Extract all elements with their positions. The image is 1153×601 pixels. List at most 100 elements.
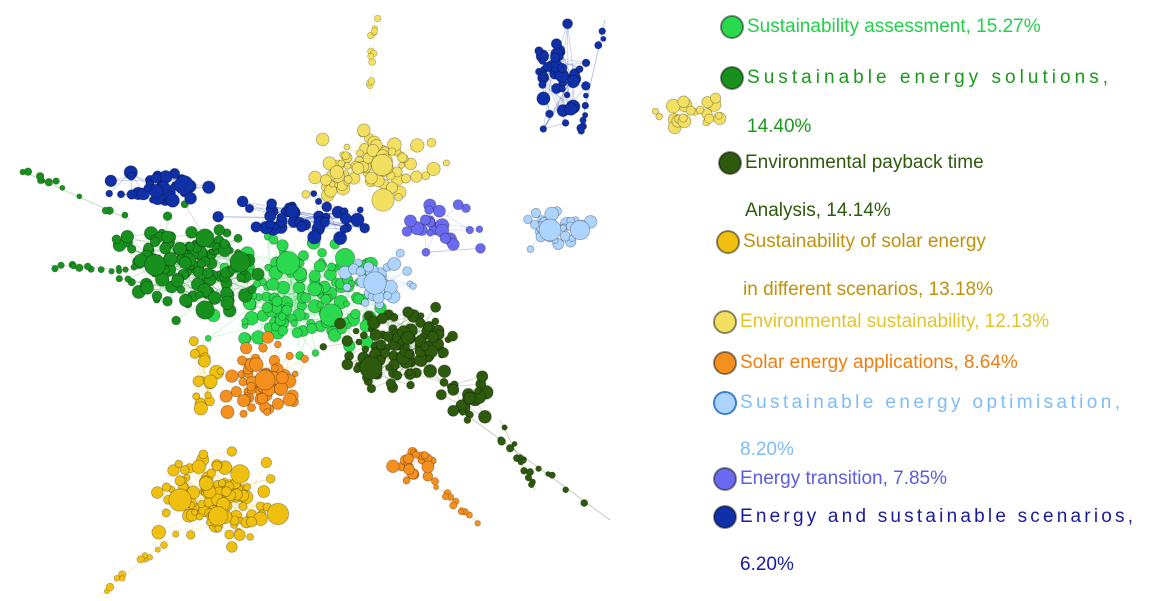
node (233, 529, 246, 541)
node (363, 271, 387, 295)
legend-label: in different scenarios, 13.18% (743, 279, 993, 300)
legend-label: Solar energy applications, 8.64% (740, 352, 1018, 373)
node (202, 267, 214, 279)
node (263, 408, 271, 416)
node (162, 211, 173, 221)
edge (347, 130, 365, 180)
node (230, 385, 242, 398)
node (395, 248, 405, 258)
node (57, 261, 65, 269)
node (447, 404, 460, 417)
node (403, 214, 417, 228)
node (178, 256, 192, 270)
node (35, 172, 45, 181)
node (150, 172, 162, 184)
node (457, 508, 464, 515)
node (115, 274, 123, 283)
legend-marker (713, 351, 737, 375)
node (319, 342, 328, 351)
node (266, 502, 290, 526)
node (359, 331, 368, 340)
node (355, 338, 363, 346)
node (282, 392, 297, 407)
node (207, 291, 222, 305)
node (432, 204, 446, 218)
node (149, 236, 161, 248)
node (111, 234, 122, 245)
node (320, 294, 332, 306)
node (126, 244, 137, 254)
node (714, 111, 723, 120)
node (402, 476, 411, 485)
node (559, 230, 571, 242)
legend-marker (713, 467, 737, 491)
node (221, 486, 232, 497)
node (370, 27, 378, 35)
network-edges (19, 19, 720, 596)
node (161, 508, 171, 518)
node (257, 485, 271, 498)
node (478, 409, 492, 424)
node (124, 275, 132, 283)
node (536, 91, 551, 106)
edge (424, 219, 427, 253)
node (252, 279, 262, 288)
node (655, 112, 663, 121)
node (339, 212, 352, 225)
node (360, 298, 370, 307)
node (115, 264, 122, 271)
node (550, 38, 563, 50)
node (361, 345, 370, 354)
node (710, 92, 722, 104)
node (426, 331, 439, 344)
edge (542, 94, 568, 130)
node (426, 229, 434, 237)
node (126, 171, 136, 181)
node (189, 348, 200, 359)
edge (561, 23, 568, 69)
node (59, 184, 66, 191)
node (226, 446, 238, 457)
node (459, 408, 467, 416)
node (538, 57, 547, 65)
node (557, 62, 568, 74)
legend-marker (713, 391, 737, 415)
node (463, 391, 476, 405)
node (426, 137, 437, 148)
node (224, 529, 235, 540)
node (539, 125, 548, 133)
node (178, 293, 193, 308)
node (580, 499, 589, 507)
node (341, 151, 351, 161)
node (423, 322, 433, 332)
node (449, 501, 458, 510)
node (168, 488, 192, 512)
node (501, 424, 508, 431)
node (400, 331, 415, 345)
node (306, 322, 318, 335)
node (275, 250, 301, 276)
legend-label: Sustainable energy optimisation, (740, 392, 1120, 413)
node (192, 392, 201, 401)
node (83, 262, 92, 271)
node (575, 65, 584, 74)
node (341, 358, 354, 371)
node (195, 290, 204, 300)
node (523, 214, 533, 225)
node (140, 281, 154, 295)
node (278, 312, 287, 321)
node (475, 243, 486, 254)
node (337, 159, 346, 168)
legend-label: 14.40% (747, 116, 812, 137)
node (316, 301, 324, 309)
node (167, 464, 180, 477)
node (410, 170, 423, 183)
node (465, 225, 474, 235)
node (291, 370, 299, 378)
node (52, 177, 60, 185)
node (333, 230, 348, 246)
node (505, 444, 515, 453)
node (301, 189, 311, 199)
node (439, 232, 452, 244)
node (314, 197, 323, 206)
